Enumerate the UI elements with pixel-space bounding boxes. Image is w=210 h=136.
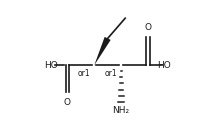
- Text: HO: HO: [45, 61, 58, 70]
- Text: NH₂: NH₂: [113, 106, 130, 115]
- Text: O: O: [144, 23, 152, 32]
- Polygon shape: [94, 37, 111, 65]
- Text: HO: HO: [157, 61, 171, 70]
- Text: or1: or1: [105, 69, 117, 78]
- Text: or1: or1: [77, 69, 90, 78]
- Text: O: O: [64, 98, 71, 107]
